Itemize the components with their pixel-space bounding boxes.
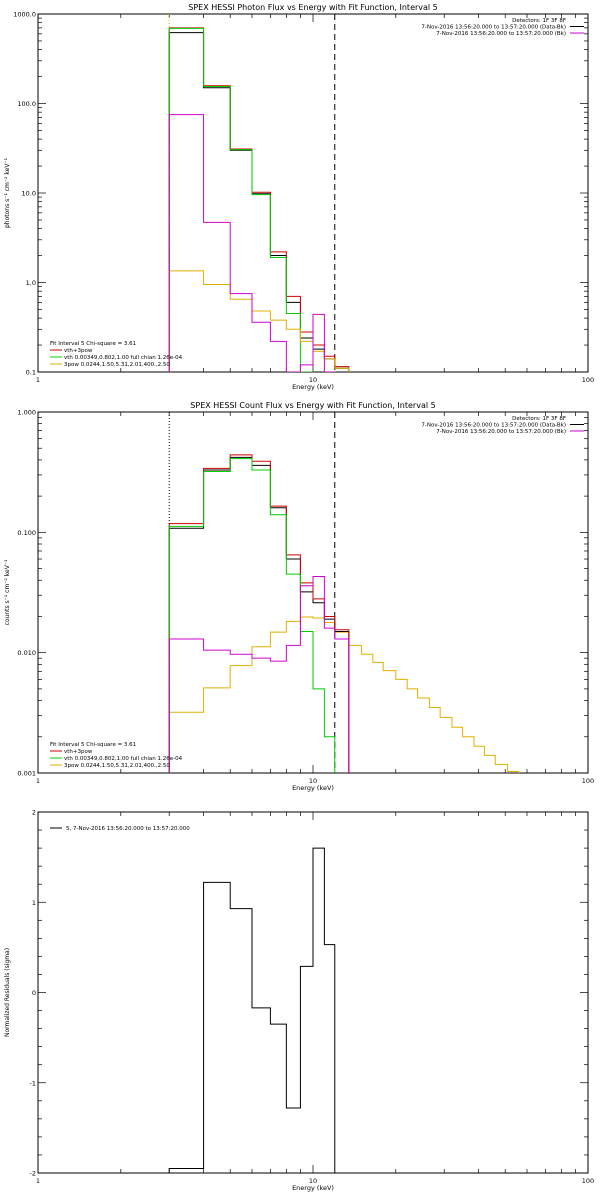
y-axis-label: photons s⁻¹ cm⁻² keV⁻¹ — [4, 157, 11, 228]
x-tick-label: 100 — [582, 376, 594, 384]
x-tick-label: 10 — [309, 777, 317, 785]
y-tick-label: 0.100 — [17, 529, 36, 537]
legend-entry: 7-Nov-2016 13:56:20.000 to 13:57:20.000 … — [436, 31, 566, 37]
plot-area — [168, 412, 520, 773]
legend-entry: Detectors: 1F 3F 8F — [512, 416, 566, 422]
legend-entry: vth+3pow — [64, 749, 93, 755]
y-tick-label: 0.001 — [17, 770, 36, 778]
y-tick-label: 1000.0 — [13, 11, 36, 19]
series-line-vth-3pow — [168, 454, 350, 773]
series-line-data-bk — [168, 456, 350, 773]
legend-entry: 7-Nov-2016 13:56:20.000 to 13:57:20.000 … — [436, 429, 566, 435]
chart-title: SPEX HESSI Count Flux vs Energy with Fit… — [190, 401, 435, 410]
series-line-data-bk — [168, 32, 350, 372]
series-line-3pow — [168, 270, 350, 372]
y-tick-label: 100.0 — [17, 100, 36, 108]
series-line-vth — [168, 458, 350, 773]
series-line-vth-3pow — [168, 27, 350, 372]
series-line-3pow — [169, 616, 520, 773]
legend-entry: Fit Interval 5 Chi-square = 3.61 — [50, 742, 136, 748]
legend-entry: 5, 7-Nov-2016 13:56:20.000 to 13:57:20.0… — [66, 826, 190, 832]
chart-panel-1: SPEX HESSI Photon Flux vs Energy with Fi… — [4, 3, 594, 391]
legend-entry: Fit Interval 5 Chi-square = 3.61 — [50, 341, 136, 347]
chart-panel-2: SPEX HESSI Count Flux vs Energy with Fit… — [4, 401, 594, 792]
series-line-vth — [168, 27, 350, 372]
legend-entry: 3pow 0.0244,1.50,5.31,2.01,400.,2.50 — [64, 763, 170, 769]
y-tick-label: 0.010 — [17, 649, 36, 657]
y-tick-label: -1 — [30, 1079, 36, 1087]
x-tick-label: 1 — [36, 1177, 40, 1185]
y-tick-label: 10.0 — [22, 190, 36, 198]
plot-area — [168, 14, 350, 372]
legend-entry: Detectors: 1F 3F 8F — [512, 18, 566, 24]
x-tick-label: 100 — [582, 1177, 594, 1185]
legend-entry: vth+3pow — [64, 348, 93, 354]
x-axis-label: Energy (keV) — [292, 784, 334, 792]
series-line-bk — [168, 114, 350, 372]
x-tick-label: 100 — [582, 777, 594, 785]
x-tick-label: 1 — [36, 777, 40, 785]
chart-title: SPEX HESSI Photon Flux vs Energy with Fi… — [188, 3, 438, 12]
x-tick-label: 10 — [309, 1177, 317, 1185]
y-tick-label: 2 — [32, 809, 36, 817]
y-tick-label: 0.1 — [26, 369, 36, 377]
y-tick-label: 0 — [32, 989, 36, 997]
legend-entry: vth 0.00349,0.802,1.00 full chian 1.26e-… — [64, 756, 183, 762]
y-tick-label: 1.0 — [26, 279, 36, 287]
y-tick-label: -2 — [30, 1170, 36, 1178]
x-axis-label: Energy (keV) — [292, 383, 334, 391]
plot-area — [168, 847, 336, 1173]
legend-entry: 7-Nov-2016 13:56:20.000 to 13:57:20.000 … — [421, 423, 566, 429]
x-tick-label: 10 — [309, 376, 317, 384]
series-line-5-7-nov-2016-13-56-20-000-to-13-57-20-000 — [168, 847, 336, 1173]
legend-entry: vth 0.00349,0.802,1.00 full chian 1.26e-… — [64, 355, 183, 361]
y-axis-label: Normalized Residuals (sigma) — [4, 948, 11, 1037]
legend-entry: 3pow 0.0244,1.50,5.31,2.01,400.,2.50 — [64, 362, 170, 368]
x-tick-label: 1 — [36, 376, 40, 384]
legend-entry: 7-Nov-2016 13:56:20.000 to 13:57:20.000 … — [421, 25, 566, 31]
y-tick-label: 1 — [32, 899, 36, 907]
series-line-bk — [168, 575, 350, 773]
x-axis-label: Energy (keV) — [292, 1184, 334, 1192]
y-axis-label: counts s⁻¹ cm⁻² keV⁻¹ — [4, 559, 11, 625]
chart-panel-3: 1 10 100 Energy (keV) -2 -1 0 1 2 Normalized Resi… — [4, 809, 594, 1193]
y-tick-label: 1.000 — [17, 409, 36, 417]
